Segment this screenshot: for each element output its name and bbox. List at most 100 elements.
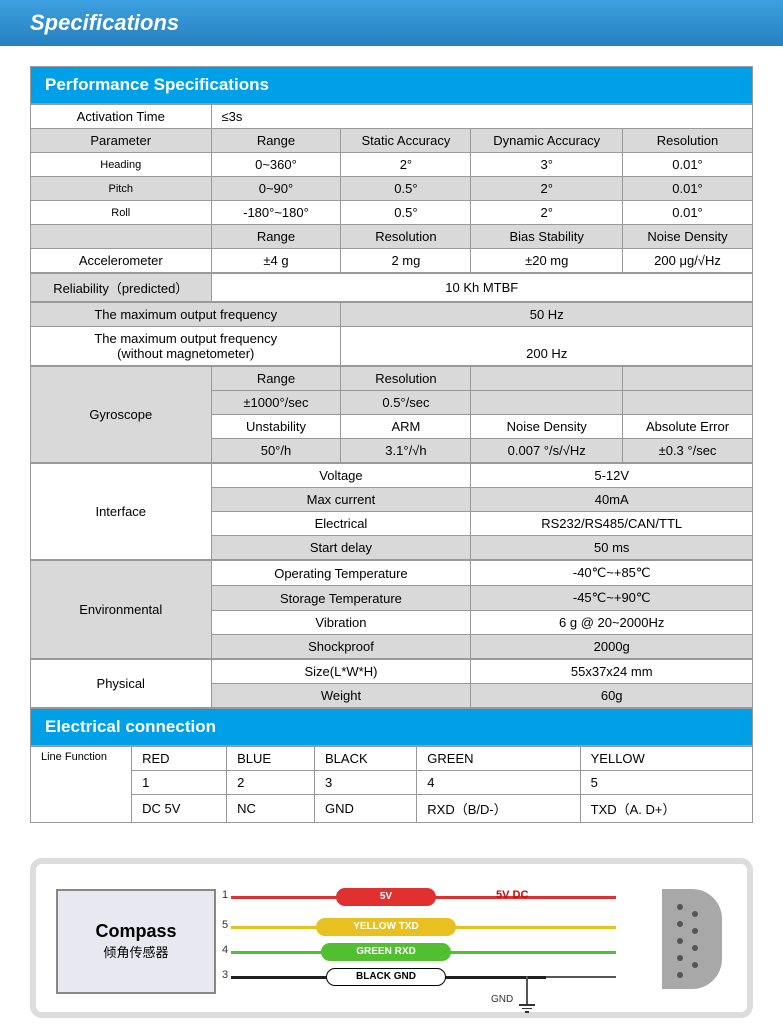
heading-4: 0.01° xyxy=(623,153,753,177)
side-5vdc: 5V DC xyxy=(496,889,528,901)
pitch-4: 0.01° xyxy=(623,177,753,201)
pitch-2: 0.5° xyxy=(341,177,471,201)
env-3-1: 2000g xyxy=(471,635,753,659)
env-0-0: Operating Temperature xyxy=(211,561,471,586)
maxfreq-label: The maximum output frequency xyxy=(31,303,341,327)
pin-4: 4 xyxy=(222,944,228,956)
accel-0: ±4 g xyxy=(211,249,341,273)
heading-2: 2° xyxy=(341,153,471,177)
phys-0-0: Size(L*W*H) xyxy=(211,660,471,684)
maxfreq2-l2: (without magnetometer) xyxy=(39,346,332,361)
ground-icon xyxy=(519,1002,535,1015)
accel-2: ±20 mg xyxy=(471,249,623,273)
accel-hdr-1: Resolution xyxy=(341,225,471,249)
interface-table: Interface Voltage 5-12V Max current40mA … xyxy=(30,463,753,560)
iface-3-0: Start delay xyxy=(211,536,471,560)
physical-table: Physical Size(L*W*H) 55x37x24 mm Weight6… xyxy=(30,659,753,708)
gyro-r1-b2 xyxy=(623,391,753,415)
num-0: 1 xyxy=(132,771,227,795)
roll-3: 2° xyxy=(471,201,623,225)
accel-hdr-2: Bias Stability xyxy=(471,225,623,249)
pitch-3: 2° xyxy=(471,177,623,201)
maxfreq-table: The maximum output frequency 50 Hz The m… xyxy=(30,302,753,366)
accel-hdr-0: Range xyxy=(211,225,341,249)
color-0: RED xyxy=(132,747,227,771)
gyro-r2-3: ±0.3 °/sec xyxy=(623,439,753,463)
accel-1: 2 mg xyxy=(341,249,471,273)
gyro-r2-1: 3.1°/√h xyxy=(341,439,471,463)
color-2: BLACK xyxy=(315,747,417,771)
environmental-table: Environmental Operating Temperature -40℃… xyxy=(30,560,753,659)
gyro-r1-0: ±1000°/sec xyxy=(211,391,341,415)
heading-0: Heading xyxy=(31,153,212,177)
env-2-1: 6 g @ 20~2000Hz xyxy=(471,611,753,635)
func-0: DC 5V xyxy=(132,795,227,823)
num-1: 2 xyxy=(227,771,315,795)
num-2: 3 xyxy=(315,771,417,795)
maxfreq2-value: 200 Hz xyxy=(341,327,753,366)
roll-2: 0.5° xyxy=(341,201,471,225)
gyro-r1-1: 0.5°/sec xyxy=(341,391,471,415)
linefunc-label: Line Function xyxy=(31,747,132,823)
gyro-h1-0: Range xyxy=(211,367,341,391)
param-hdr-3: Dynamic Accuracy xyxy=(471,129,623,153)
env-1-0: Storage Temperature xyxy=(211,586,471,611)
reliability-value: 10 Kh MTBF xyxy=(211,274,753,302)
iface-1-0: Max current xyxy=(211,488,471,512)
accel-spacer xyxy=(31,225,212,249)
gyro-h2-1: ARM xyxy=(341,415,471,439)
gyro-h1-1: Resolution xyxy=(341,367,471,391)
reliability-table: Reliability（predicted） 10 Kh MTBF xyxy=(30,273,753,302)
compass-subtitle: 倾角传感器 xyxy=(58,942,214,961)
env-3-0: Shockproof xyxy=(211,635,471,659)
heading-1: 0~360° xyxy=(211,153,341,177)
gyro-h2-3: Absolute Error xyxy=(623,415,753,439)
wire-gnd-ext xyxy=(546,976,616,978)
pitch-0: Pitch xyxy=(31,177,212,201)
activation-label: Activation Time xyxy=(31,105,212,129)
compass-box: Compass 倾角传感器 xyxy=(56,889,216,994)
label-5v: 5V xyxy=(336,888,436,906)
phys-1-1: 60g xyxy=(471,684,753,708)
label-green: GREEN RXD xyxy=(321,943,451,961)
pin-3: 3 xyxy=(222,969,228,981)
env-label: Environmental xyxy=(31,561,212,659)
color-3: GREEN xyxy=(417,747,580,771)
accel-label: Accelerometer xyxy=(31,249,212,273)
gyro-r2-2: 0.007 °/s/√Hz xyxy=(471,439,623,463)
gyro-h1-b2 xyxy=(623,367,753,391)
iface-0-0: Voltage xyxy=(211,464,471,488)
phys-0-1: 55x37x24 mm xyxy=(471,660,753,684)
env-0-1: -40℃~+85℃ xyxy=(471,561,753,586)
func-3: RXD（B/D-） xyxy=(417,795,580,823)
roll-0: Roll xyxy=(31,201,212,225)
pin-1: 1 xyxy=(222,889,228,901)
func-1: NC xyxy=(227,795,315,823)
param-hdr-1: Range xyxy=(211,129,341,153)
gyro-label: Gyroscope xyxy=(31,367,212,463)
iface-2-0: Electrical xyxy=(211,512,471,536)
gyro-h1-b1 xyxy=(471,367,623,391)
iface-label: Interface xyxy=(31,464,212,560)
db9-connector-icon xyxy=(662,889,722,989)
pitch-1: 0~90° xyxy=(211,177,341,201)
accel-hdr-3: Noise Density xyxy=(623,225,753,249)
label-black: BLACK GND xyxy=(326,968,446,986)
gyro-r1-b1 xyxy=(471,391,623,415)
heading-3: 3° xyxy=(471,153,623,177)
color-4: YELLOW xyxy=(580,747,752,771)
reliability-label: Reliability（predicted） xyxy=(31,274,212,302)
param-hdr-0: Parameter xyxy=(31,129,212,153)
gnd-text: GND xyxy=(491,994,513,1005)
gyro-h2-2: Noise Density xyxy=(471,415,623,439)
maxfreq2-label: The maximum output frequency (without ma… xyxy=(31,327,341,366)
num-4: 5 xyxy=(580,771,752,795)
label-yellow: YELLOW TXD xyxy=(316,918,456,936)
gnd-drop xyxy=(526,976,528,1004)
env-1-1: -45℃~+90℃ xyxy=(471,586,753,611)
performance-table: Activation Time ≤3s Parameter Range Stat… xyxy=(30,104,753,273)
gyroscope-table: Gyroscope Range Resolution ±1000°/sec 0.… xyxy=(30,366,753,463)
content-area: Performance Specifications Activation Ti… xyxy=(0,46,783,843)
func-2: GND xyxy=(315,795,417,823)
performance-header: Performance Specifications xyxy=(30,66,753,104)
